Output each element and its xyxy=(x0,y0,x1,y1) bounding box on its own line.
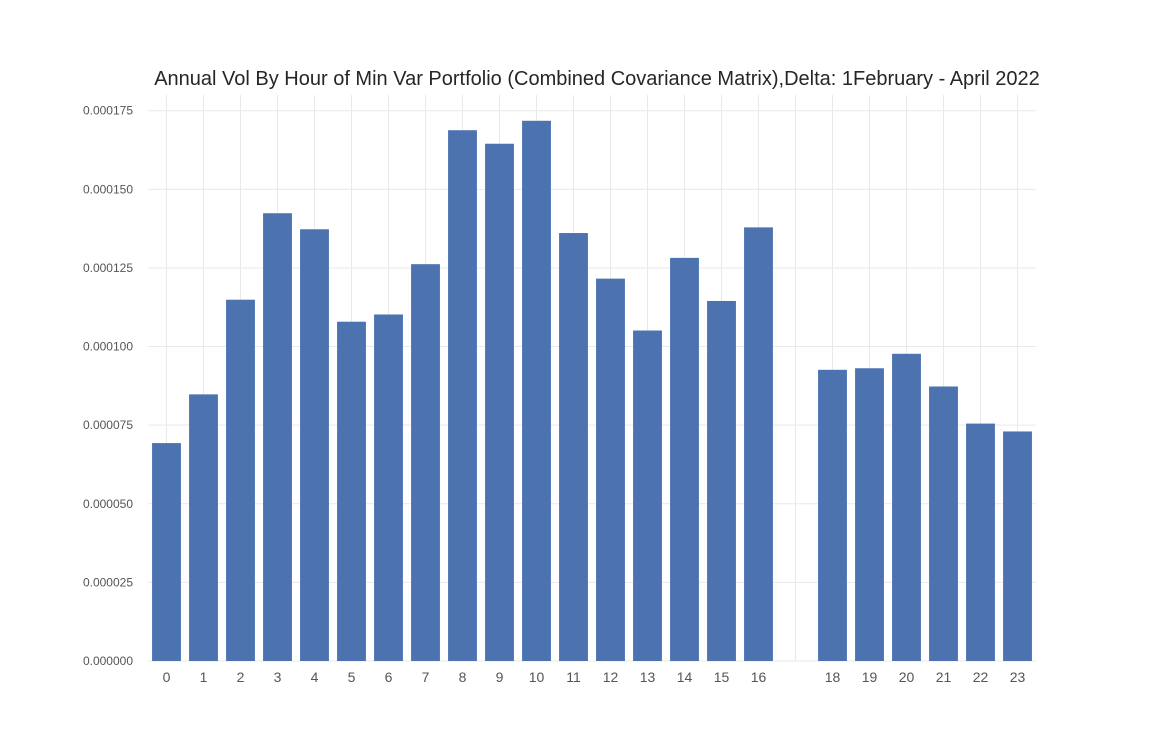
x-tick-label: 0 xyxy=(163,669,171,685)
x-tick-label: 23 xyxy=(1010,669,1026,685)
x-tick-label: 15 xyxy=(714,669,730,685)
y-axis-tick-labels: 0.000000 0.000025 0.000050 0.000075 0.000100… xyxy=(83,104,133,668)
bar xyxy=(448,130,477,661)
y-tick-label: 0.000000 xyxy=(83,654,133,668)
bar xyxy=(596,278,625,661)
bar xyxy=(818,369,847,661)
bar xyxy=(485,143,514,661)
x-tick-label: 20 xyxy=(899,669,915,685)
x-tick-label: 8 xyxy=(459,669,467,685)
x-tick-label: 18 xyxy=(825,669,841,685)
y-tick-label: 0.000100 xyxy=(83,340,133,354)
x-tick-label: 10 xyxy=(529,669,545,685)
bar xyxy=(707,300,736,661)
bar xyxy=(411,264,440,661)
bar xyxy=(633,330,662,661)
bar xyxy=(152,443,181,661)
x-tick-label: 22 xyxy=(973,669,989,685)
x-tick-label: 9 xyxy=(496,669,504,685)
bar xyxy=(300,229,329,662)
y-tick-label: 0.000075 xyxy=(83,418,133,432)
y-tick-label: 0.000150 xyxy=(83,182,133,196)
x-tick-label: 16 xyxy=(751,669,767,685)
bar xyxy=(929,386,958,661)
bar xyxy=(744,227,773,661)
x-tick-label: 19 xyxy=(862,669,878,685)
bar xyxy=(522,120,551,662)
x-tick-label: 13 xyxy=(640,669,656,685)
bar xyxy=(855,368,884,661)
bar xyxy=(670,257,699,661)
bar xyxy=(892,353,921,661)
y-tick-label: 0.000025 xyxy=(83,575,133,589)
bar xyxy=(374,314,403,661)
x-tick-label: 14 xyxy=(677,669,693,685)
y-tick-label: 0.000050 xyxy=(83,497,133,511)
x-tick-label: 21 xyxy=(936,669,952,685)
bar xyxy=(189,394,218,661)
x-tick-label: 5 xyxy=(348,669,356,685)
bar xyxy=(263,213,292,661)
y-tick-label: 0.000125 xyxy=(83,261,133,275)
x-tick-label: 11 xyxy=(566,669,581,685)
y-tick-label: 0.000175 xyxy=(83,104,133,118)
x-tick-label: 6 xyxy=(385,669,393,685)
bar xyxy=(226,299,255,661)
x-tick-label: 7 xyxy=(422,669,430,685)
x-tick-label: 3 xyxy=(274,669,282,685)
x-axis-tick-labels: 0 1 2 3 4 5 6 7 8 9 10 11 12 13 14 15 16 18 19 20 21 22 23 xyxy=(163,669,1026,685)
bars xyxy=(152,120,1032,662)
bar xyxy=(966,423,995,661)
x-tick-label: 4 xyxy=(311,669,319,685)
chart-title: Annual Vol By Hour of Min Var Portfolio … xyxy=(154,68,1040,90)
bar xyxy=(1003,431,1032,661)
x-tick-label: 1 xyxy=(200,669,208,685)
bar xyxy=(337,321,366,661)
bar xyxy=(559,233,588,661)
x-tick-label: 2 xyxy=(237,669,245,685)
x-tick-label: 12 xyxy=(603,669,619,685)
